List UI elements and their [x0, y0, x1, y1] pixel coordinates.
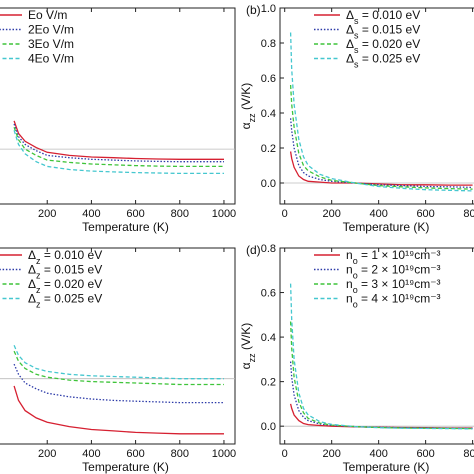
legend-entry: Δz = 0.010 eV: [28, 248, 102, 266]
x-tick-label: 600: [416, 208, 434, 220]
x-tick-label: 1000: [212, 208, 236, 220]
series-line: [289, 118, 473, 189]
legend-entry: 3Eo V/m: [28, 37, 74, 51]
x-axis-label: Temperature (K): [343, 220, 430, 234]
series-line: [289, 361, 473, 430]
y-tick-label: 0.4: [261, 332, 276, 344]
y-tick-label: 0.6: [261, 73, 276, 85]
panel-d: 0 200 400 600 800 0.0 0.2 0.4 0.6 0.8 Temperature …: [239, 243, 474, 474]
y-tick-label: 1.0: [261, 3, 276, 15]
y-tick-label: 0.2: [261, 377, 276, 389]
x-tick-label: 400: [369, 208, 387, 220]
legend-entry: 2Eo V/m: [28, 23, 74, 37]
legend-entry: Δz = 0.015 eV: [28, 263, 102, 281]
series-line: [289, 32, 473, 192]
x-tick-label: 200: [322, 448, 340, 460]
x-tick-label: 800: [463, 448, 474, 460]
panel-a: 200 400 600 800 1000 Temperature (K) Eo V/m2Eo…: [0, 7, 236, 234]
x-tick-label: 200: [322, 208, 340, 220]
legend-entry: Δs = 0.015 eV: [346, 23, 420, 41]
series-line: [289, 321, 473, 430]
x-tick-label: 800: [463, 208, 474, 220]
x-tick-label: 400: [82, 208, 100, 220]
series-line: [13, 385, 224, 435]
legend-entry: Δs = 0.020 eV: [346, 37, 420, 55]
panel-label: (d): [246, 243, 261, 257]
plot-frame: [0, 7, 236, 205]
y-tick-label: 0.8: [261, 243, 276, 255]
series-line: [13, 363, 224, 404]
legend-entry: Δz = 0.020 eV: [28, 277, 102, 295]
legend-entry: no = 2 × 10¹⁹cm⁻³: [346, 263, 441, 281]
x-axis-label: Temperature (K): [343, 460, 430, 474]
legend-entry: no = 1 × 10¹⁹cm⁻³: [346, 248, 441, 266]
legend-entry: no = 3 × 10¹⁹cm⁻³: [346, 277, 441, 295]
series-line: [13, 130, 224, 175]
plot-frame: [0, 247, 236, 445]
series-line: [13, 120, 224, 160]
y-tick-label: 0.0: [261, 421, 276, 433]
legend-entry: Δs = 0.010 eV: [346, 8, 420, 26]
plot-frame: [279, 7, 474, 205]
series-line: [289, 151, 473, 186]
x-tick-label: 0: [282, 208, 288, 220]
x-tick-label: 200: [38, 448, 56, 460]
y-axis-label: αzz (V/K): [239, 83, 257, 130]
legend-entry: Δz = 0.025 eV: [28, 292, 102, 310]
panel-c: 200 400 600 800 1000 Temperature (K) Δz = 0.01…: [0, 247, 236, 474]
x-axis-label: Temperature (K): [82, 220, 169, 234]
series-line: [289, 403, 473, 429]
x-axis-label: Temperature (K): [82, 460, 169, 474]
y-tick-label: 0.0: [261, 178, 276, 190]
y-tick-label: 0.2: [261, 143, 276, 155]
x-tick-label: 800: [171, 208, 189, 220]
y-tick-label: 0.4: [261, 108, 276, 120]
x-tick-label: 200: [38, 208, 56, 220]
series-line: [289, 84, 473, 190]
series-line: [289, 283, 473, 430]
x-tick-label: 400: [82, 448, 100, 460]
series-line: [13, 345, 224, 380]
plot-frame: [279, 247, 474, 445]
x-tick-label: 0: [282, 448, 288, 460]
panel-b: 0 200 400 600 800 0.0 0.2 0.4 0.6 0.8 1.0 Temperatu…: [239, 3, 474, 234]
legend-entry: Eo V/m: [28, 8, 67, 22]
legend-entry: no = 4 × 10¹⁹cm⁻³: [346, 292, 441, 310]
legend-entry: Δs = 0.025 eV: [346, 52, 420, 70]
y-axis-label: αzz (V/K): [239, 323, 257, 370]
y-tick-label: 0.6: [261, 288, 276, 300]
panel-label: (b): [246, 3, 261, 17]
y-tick-label: 0.8: [261, 38, 276, 50]
x-tick-label: 400: [369, 448, 387, 460]
x-tick-label: 1000: [212, 448, 236, 460]
x-tick-label: 600: [416, 448, 434, 460]
legend-entry: 4Eo V/m: [28, 52, 74, 66]
series-line: [13, 123, 224, 163]
x-tick-label: 600: [126, 208, 144, 220]
series-line: [13, 126, 224, 168]
x-tick-label: 600: [126, 448, 144, 460]
series-line: [13, 350, 224, 386]
x-tick-label: 800: [171, 448, 189, 460]
